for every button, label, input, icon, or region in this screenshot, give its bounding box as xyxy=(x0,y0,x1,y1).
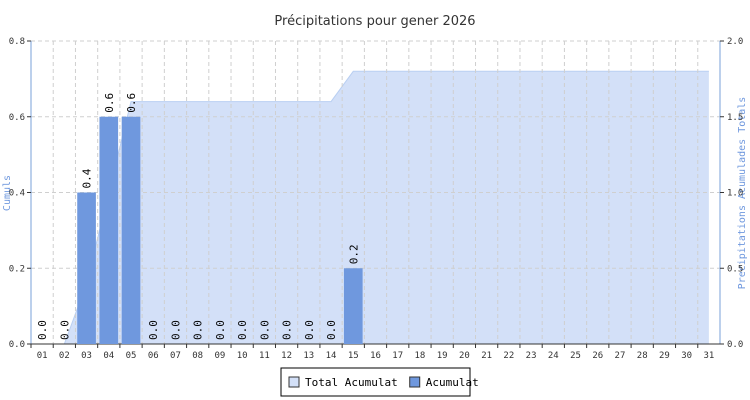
x-tick-label: 11 xyxy=(259,351,270,361)
value-label: 0.2 xyxy=(347,244,360,264)
value-label: 0.0 xyxy=(236,320,249,340)
value-label: 0.0 xyxy=(214,320,227,340)
x-tick-label: 22 xyxy=(503,351,514,361)
x-tick-label: 30 xyxy=(681,351,692,361)
x-tick-label: 20 xyxy=(459,351,470,361)
value-label: 0.6 xyxy=(103,93,116,113)
y-axis-label: Cumuls xyxy=(2,175,13,211)
y2-tick-label: 1.5 xyxy=(727,113,743,123)
x-tick-label: 03 xyxy=(81,351,92,361)
x-tick-label: 26 xyxy=(592,351,603,361)
chart-title: Précipitations pour gener 2026 xyxy=(274,14,475,29)
x-tick-label: 04 xyxy=(103,351,114,361)
legend-label: Total Acumulat xyxy=(305,376,398,389)
x-tick-label: 13 xyxy=(303,351,314,361)
x-tick-label: 09 xyxy=(214,351,225,361)
bar xyxy=(343,268,363,344)
x-tick-label: 25 xyxy=(570,351,581,361)
legend-label: Acumulat xyxy=(426,376,479,389)
x-tick-label: 01 xyxy=(37,351,48,361)
value-label: 0.0 xyxy=(58,320,71,340)
legend-swatch xyxy=(409,376,421,388)
x-tick-label: 27 xyxy=(615,351,626,361)
value-label: 0.4 xyxy=(81,168,94,188)
x-tick-label: 23 xyxy=(526,351,537,361)
y2-tick-label: 2.0 xyxy=(727,37,743,47)
x-tick-label: 08 xyxy=(192,351,203,361)
x-tick-label: 19 xyxy=(437,351,448,361)
bar xyxy=(121,116,141,344)
legend-swatch xyxy=(288,376,300,388)
x-tick-label: 28 xyxy=(637,351,648,361)
y2-tick-label: 0.0 xyxy=(727,340,743,350)
x-tick-label: 18 xyxy=(415,351,426,361)
y-tick-label: 0.0 xyxy=(9,340,25,350)
x-tick-label: 07 xyxy=(170,351,181,361)
x-tick-label: 06 xyxy=(148,351,159,361)
x-tick-label: 05 xyxy=(126,351,137,361)
y2-tick-label: 0.5 xyxy=(727,264,743,274)
y2-axis-label: Precipitations Acumulades Totals xyxy=(737,97,748,290)
x-tick-label: 14 xyxy=(326,351,337,361)
legend-box xyxy=(280,367,471,397)
value-label: 0.0 xyxy=(281,320,294,340)
value-label: 0.0 xyxy=(147,320,160,340)
y2-tick-label: 1.0 xyxy=(727,189,743,199)
value-label: 0.0 xyxy=(192,320,205,340)
y-tick-label: 0.4 xyxy=(9,189,25,199)
value-label: 0.0 xyxy=(258,320,271,340)
bar xyxy=(99,116,119,344)
y-tick-label: 0.8 xyxy=(9,37,25,47)
x-tick-label: 02 xyxy=(59,351,70,361)
bar xyxy=(77,192,96,344)
y-tick-label: 0.2 xyxy=(9,264,25,274)
x-tick-label: 31 xyxy=(703,351,714,361)
x-tick-label: 16 xyxy=(370,351,381,361)
value-label: 0.0 xyxy=(303,320,316,340)
area-line xyxy=(42,70,709,345)
value-label: 0.0 xyxy=(325,320,338,340)
value-label: 0.0 xyxy=(36,320,49,340)
x-tick-label: 21 xyxy=(481,351,492,361)
value-label: 0.0 xyxy=(169,320,182,340)
x-tick-label: 24 xyxy=(548,351,559,361)
y-tick-label: 0.6 xyxy=(9,113,25,123)
x-tick-label: 17 xyxy=(392,351,403,361)
x-tick-label: 12 xyxy=(281,351,292,361)
x-tick-label: 29 xyxy=(659,351,670,361)
x-tick-label: 15 xyxy=(348,351,359,361)
value-label: 0.6 xyxy=(125,93,138,113)
x-tick-label: 10 xyxy=(237,351,248,361)
